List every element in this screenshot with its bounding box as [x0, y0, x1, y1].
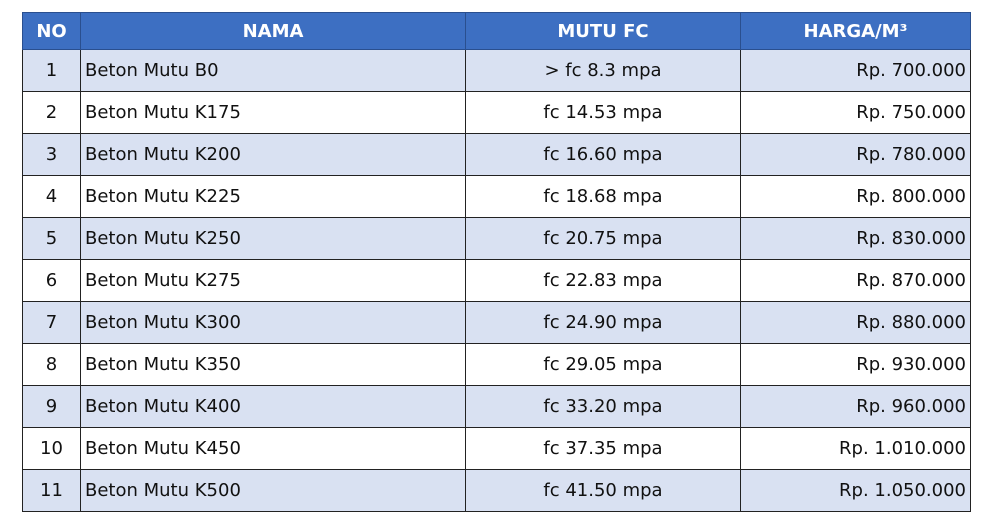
- table-cell: 2: [22, 91, 81, 134]
- table-cell: Rp. 1.010.000: [740, 427, 971, 470]
- table-cell: Beton Mutu K300: [80, 301, 466, 344]
- table-cell: 9: [22, 385, 81, 428]
- table-row: 4 Beton Mutu K225 fc 18.68 mpa Rp. 800.000: [22, 175, 971, 218]
- table-row: 5 Beton Mutu K250 fc 20.75 mpa Rp. 830.000: [22, 217, 971, 260]
- table-cell: 4: [22, 175, 81, 218]
- table-cell: 10: [22, 427, 81, 470]
- table-cell: Rp. 750.000: [740, 91, 971, 134]
- table-cell: Rp. 780.000: [740, 133, 971, 176]
- table-cell: Beton Mutu K350: [80, 343, 466, 386]
- header-cell: MUTU FC: [465, 12, 741, 50]
- table-cell: fc 37.35 mpa: [465, 427, 741, 470]
- table-cell: Beton Mutu K275: [80, 259, 466, 302]
- table-cell: 7: [22, 301, 81, 344]
- table-cell: 11: [22, 469, 81, 512]
- header-row: NO NAMA MUTU FC HARGA/M³: [22, 12, 971, 50]
- table-cell: Beton Mutu B0: [80, 49, 466, 92]
- table-cell: fc 22.83 mpa: [465, 259, 741, 302]
- table-cell: 5: [22, 217, 81, 260]
- table-body: 1 Beton Mutu B0 > fc 8.3 mpa Rp. 700.000 2 Be…: [22, 49, 971, 512]
- table-cell: 3: [22, 133, 81, 176]
- table-cell: fc 14.53 mpa: [465, 91, 741, 134]
- table-cell: Rp. 830.000: [740, 217, 971, 260]
- table-cell: Rp. 880.000: [740, 301, 971, 344]
- table-row: 9 Beton Mutu K400 fc 33.20 mpa Rp. 960.000: [22, 385, 971, 428]
- table-row: 6 Beton Mutu K275 fc 22.83 mpa Rp. 870.000: [22, 259, 971, 302]
- table-cell: Rp. 800.000: [740, 175, 971, 218]
- table-cell: 1: [22, 49, 81, 92]
- table-cell: fc 41.50 mpa: [465, 469, 741, 512]
- table-cell: Beton Mutu K250: [80, 217, 466, 260]
- table-cell: Rp. 1.050.000: [740, 469, 971, 512]
- table-row: 10 Beton Mutu K450 fc 37.35 mpa Rp. 1.010.0…: [22, 427, 971, 470]
- table-cell: 6: [22, 259, 81, 302]
- table-cell: Beton Mutu K175: [80, 91, 466, 134]
- table-cell: Beton Mutu K200: [80, 133, 466, 176]
- table-cell: fc 33.20 mpa: [465, 385, 741, 428]
- table-row: 1 Beton Mutu B0 > fc 8.3 mpa Rp. 700.000: [22, 49, 971, 92]
- table-cell: Beton Mutu K450: [80, 427, 466, 470]
- table-row: 7 Beton Mutu K300 fc 24.90 mpa Rp. 880.000: [22, 301, 971, 344]
- header-cell: NO: [22, 12, 81, 50]
- table-cell: Rp. 960.000: [740, 385, 971, 428]
- table-cell: Beton Mutu K400: [80, 385, 466, 428]
- table-cell: Rp. 700.000: [740, 49, 971, 92]
- table-cell: Beton Mutu K500: [80, 469, 466, 512]
- table-row: 11 Beton Mutu K500 fc 41.50 mpa Rp. 1.050.0…: [22, 469, 971, 512]
- table-row: 3 Beton Mutu K200 fc 16.60 mpa Rp. 780.000: [22, 133, 971, 176]
- table-row: 8 Beton Mutu K350 fc 29.05 mpa Rp. 930.000: [22, 343, 971, 386]
- table-cell: fc 24.90 mpa: [465, 301, 741, 344]
- table-cell: fc 16.60 mpa: [465, 133, 741, 176]
- table-cell: fc 20.75 mpa: [465, 217, 741, 260]
- table-cell: fc 18.68 mpa: [465, 175, 741, 218]
- table-cell: Rp. 930.000: [740, 343, 971, 386]
- price-table: NO NAMA MUTU FC HARGA/M³ 1 Beton Mutu B0 > fc…: [22, 12, 971, 512]
- table-cell: Rp. 870.000: [740, 259, 971, 302]
- table-cell: fc 29.05 mpa: [465, 343, 741, 386]
- header-cell: NAMA: [80, 12, 466, 50]
- header-cell: HARGA/M³: [740, 12, 971, 50]
- table-cell: 8: [22, 343, 81, 386]
- table-cell: Beton Mutu K225: [80, 175, 466, 218]
- table-row: 2 Beton Mutu K175 fc 14.53 mpa Rp. 750.000: [22, 91, 971, 134]
- table-cell: > fc 8.3 mpa: [465, 49, 741, 92]
